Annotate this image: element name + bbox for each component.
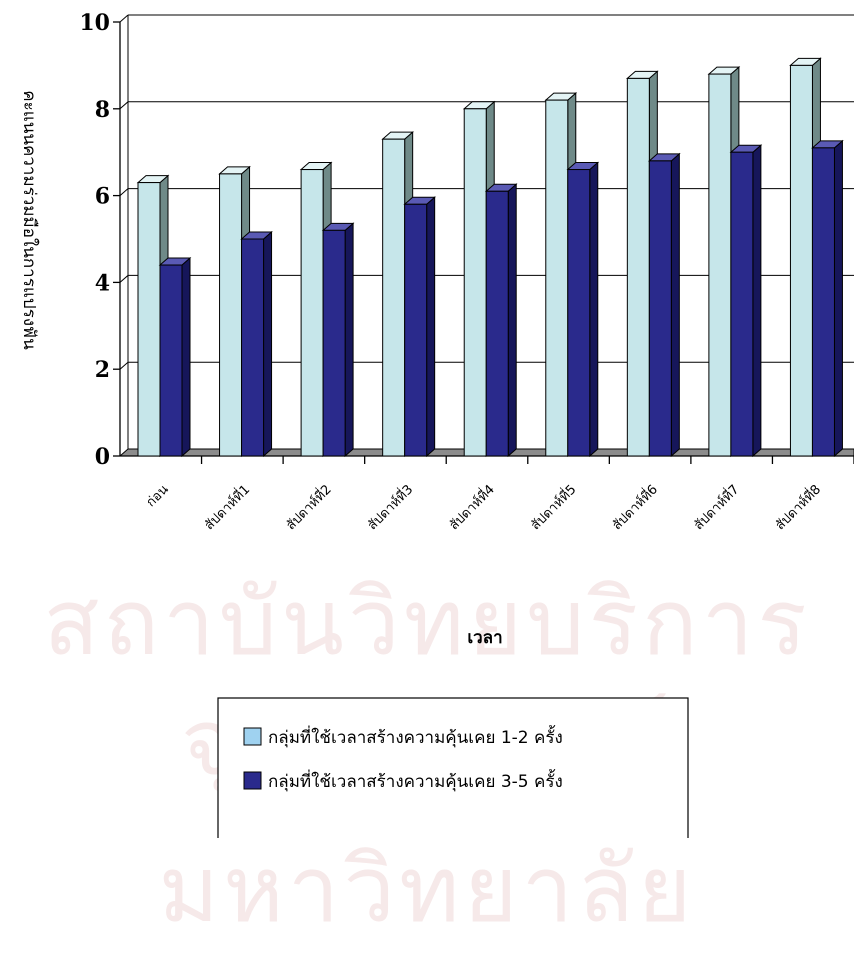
y-tick-label: 6 [95,184,110,210]
bar-series-2-7-side [670,152,680,458]
bar-series-2-1 [158,256,192,458]
x-tick-label: สัปดาห์ที่4 [445,481,498,534]
legend-swatch-series-1 [243,727,262,746]
bar-series-2-3 [321,222,355,458]
x-tick-label: สัปดาห์ที่2 [282,481,335,534]
bar-series-2-6 [566,161,600,458]
legend-label-series-2: กลุ่มที่ใช้เวลาสร้างความคุ้นเคย 3-5 ครั้… [268,769,563,792]
x-tick-label: สัปดาห์ที่8 [771,481,824,534]
gridline-diag [119,275,129,283]
legend-label-series-1: กลุ่มที่ใช้เวลาสร้างความคุ้นเคย 1-2 ครั้… [268,725,563,748]
bar-series-1-8-face [708,73,732,457]
chart-root: สถาบันวิทยบริการ จุฬาลงกรณ์มหาวิทยาลัย 0… [19,10,854,943]
bar-series-1-4-face [382,138,406,457]
gridline-diag [119,188,129,196]
bar-series-1-2-face [219,173,243,457]
y-tick-label: 10 [79,10,110,36]
x-tick-label: สัปดาห์ที่5 [527,481,580,534]
legend: กลุ่มที่ใช้เวลาสร้างความคุ้นเคย 1-2 ครั้… [217,697,689,838]
bar-series-2-3-side [344,222,354,458]
bar-series-2-4 [403,196,436,458]
watermark-line-1: สถาบันวิทยบริการ [43,569,811,676]
bar-series-2-5-face [485,190,509,457]
bar-chart: 0 2 4 6 8 10 ก่อน สัปดาห์ที่1 สัปดาห์ที่2 สัปดาห์… [19,10,854,838]
bar-series-2-8-face [730,151,754,457]
bar-series-1-1-face [137,182,161,457]
bar-series-2-9 [811,139,844,458]
bar-series-1-3-face [300,169,324,457]
bar-series-1-7-face [626,77,650,457]
bar-series-2-9-face [811,147,835,457]
bar-series-2-2-face [241,238,265,457]
gridline-diag [119,361,129,370]
x-tick-label: ก่อน [144,482,172,510]
bar-series-2-7-face [648,160,672,457]
bar-series-2-3-face [322,229,346,457]
bar-series-1-5-face [463,108,487,457]
y-tick-label: 4 [95,270,110,296]
bar-series-2-1-side [181,256,191,458]
bar-series-2-8-side [752,144,762,458]
bar-series-2-5 [484,183,518,458]
bar-series-2-6-face [567,169,591,457]
x-tick-label: สัปดาห์ที่3 [364,481,417,534]
bar-series-2-2-side [263,230,273,458]
bar-series-1-9-face [789,64,813,457]
y-tick-label: 2 [95,357,110,383]
y-tick-label: 0 [95,444,110,470]
bar-series-2-7 [648,152,681,458]
y-tick-label: 8 [95,97,110,123]
bar-series-2-2 [240,230,273,458]
bar-series-2-5-side [507,183,517,458]
bar-series-2-6-side [589,161,599,458]
legend-box [217,697,689,838]
bar-series-2-1-face [159,264,183,457]
bar-series-2-9-side [833,139,843,458]
legend-swatch-series-2 [243,771,262,790]
gridline-diag [119,14,129,23]
x-tick-label: สัปดาห์ที่6 [608,481,661,534]
gridline-diag [119,101,129,110]
y-axis-title: คะแนนความร่วมมือในการแปรงฟัน [19,90,40,350]
bar-series-2-4-face [404,203,428,457]
bar-series-2-8 [729,144,763,458]
x-tick-label: สัปดาห์ที่1 [201,481,254,534]
bar-series-2-4-side [426,196,436,458]
bar-series-1-6-face [545,99,569,457]
x-tick-label: สัปดาห์ที่7 [690,481,743,534]
bar-layer [136,57,844,458]
x-axis-title: เวลา [467,628,502,648]
